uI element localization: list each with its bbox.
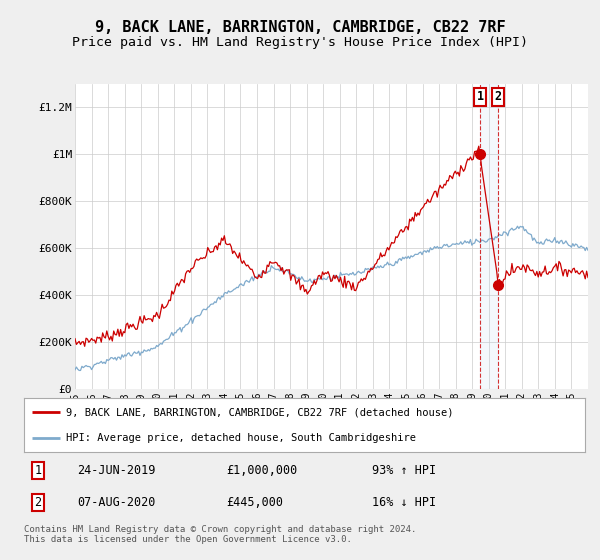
Text: HPI: Average price, detached house, South Cambridgeshire: HPI: Average price, detached house, Sout…	[66, 433, 416, 442]
Text: 1: 1	[34, 464, 41, 477]
Text: 2: 2	[34, 496, 41, 509]
Text: 1: 1	[476, 90, 484, 104]
Text: £445,000: £445,000	[226, 496, 283, 509]
Text: 24-JUN-2019: 24-JUN-2019	[77, 464, 155, 477]
Text: 07-AUG-2020: 07-AUG-2020	[77, 496, 155, 509]
Text: 93% ↑ HPI: 93% ↑ HPI	[372, 464, 436, 477]
Bar	[480, 84, 498, 389]
Text: £1,000,000: £1,000,000	[226, 464, 297, 477]
Text: 16% ↓ HPI: 16% ↓ HPI	[372, 496, 436, 509]
Text: Contains HM Land Registry data © Crown copyright and database right 2024.
This d: Contains HM Land Registry data © Crown c…	[24, 525, 416, 544]
Text: 9, BACK LANE, BARRINGTON, CAMBRIDGE, CB22 7RF (detached house): 9, BACK LANE, BARRINGTON, CAMBRIDGE, CB2…	[66, 408, 454, 417]
Text: 2: 2	[494, 90, 502, 104]
Text: 9, BACK LANE, BARRINGTON, CAMBRIDGE, CB22 7RF: 9, BACK LANE, BARRINGTON, CAMBRIDGE, CB2…	[95, 20, 505, 35]
Text: Price paid vs. HM Land Registry's House Price Index (HPI): Price paid vs. HM Land Registry's House …	[72, 36, 528, 49]
